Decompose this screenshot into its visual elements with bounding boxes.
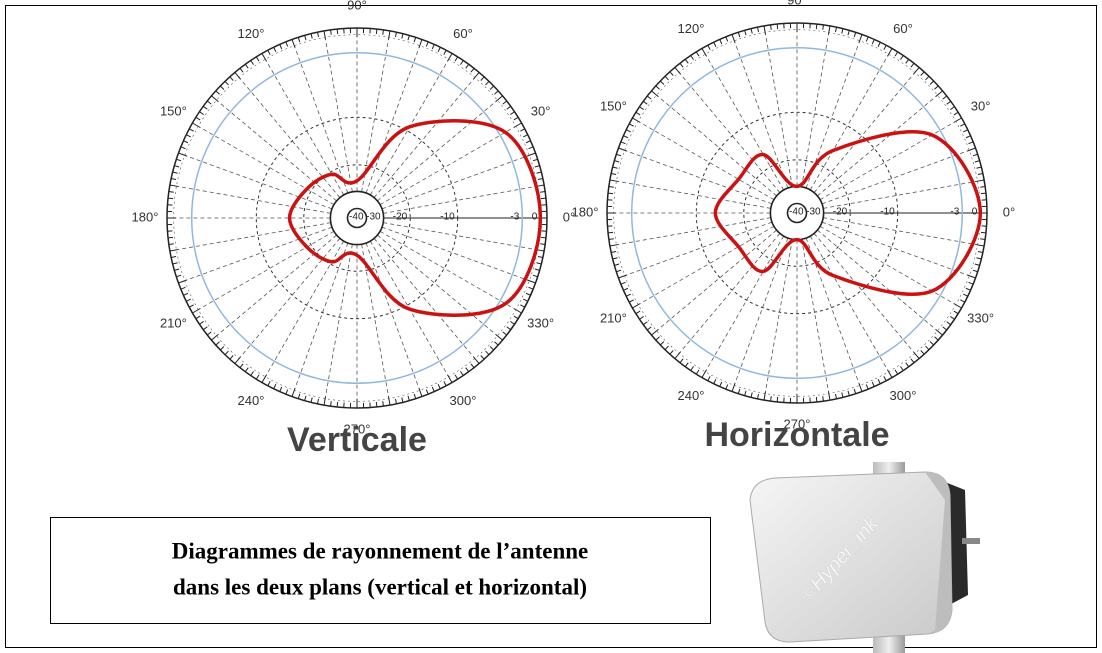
rim-tick — [168, 237, 173, 238]
angle-label: 120° — [238, 26, 265, 41]
angle-label: 330° — [967, 310, 994, 325]
angle-label: 60° — [893, 21, 913, 36]
angle-label: 120° — [678, 21, 705, 36]
angle-label: 210° — [160, 315, 187, 330]
rim-tick — [376, 402, 377, 407]
angle-label: 330° — [527, 315, 554, 330]
angle-label: 0° — [1003, 204, 1015, 219]
r-tick-label: -10 — [440, 212, 455, 223]
rim-tick — [771, 396, 772, 401]
r-tick-label: -20 — [833, 207, 848, 218]
rim-tick — [337, 402, 338, 407]
rim-tick — [331, 401, 332, 406]
rim-tick — [981, 232, 986, 233]
rim-tick — [816, 24, 817, 29]
caption-line: Diagrammes de rayonnement de l’antenne — [172, 538, 589, 563]
rim-tick — [169, 192, 174, 193]
rim-tick — [169, 244, 174, 245]
r-tick-label: -3 — [510, 212, 519, 223]
rim-tick — [608, 232, 613, 233]
rim-tick — [777, 24, 778, 29]
r-tick-label: -40 — [349, 212, 364, 223]
rim-tick — [609, 239, 614, 240]
angle-label: 30° — [971, 98, 991, 113]
angle-label: 90° — [787, 0, 807, 7]
rim-tick — [540, 244, 545, 245]
angle-label: 150° — [160, 103, 187, 118]
rim-tick — [981, 193, 986, 194]
r-tick-label: 0 — [972, 207, 978, 218]
rim-tick — [771, 25, 772, 30]
r-tick-label: -30 — [806, 207, 821, 218]
rim-tick — [777, 397, 778, 402]
rim-tick — [823, 396, 824, 401]
r-tick-label: -30 — [366, 212, 381, 223]
rim-tick — [980, 187, 985, 188]
angle-label: 240° — [238, 393, 265, 408]
angle-label: 300° — [450, 393, 477, 408]
rim-tick — [168, 198, 173, 199]
rim-tick — [337, 29, 338, 34]
rim-tick — [980, 239, 985, 240]
r-tick-label: -10 — [880, 207, 895, 218]
angle-label: 180° — [572, 204, 599, 219]
rim-tick — [541, 237, 546, 238]
angle-label: 90° — [347, 0, 367, 12]
angle-label: 210° — [600, 310, 627, 325]
caption-line: dans les deux plans (vertical et horizon… — [173, 574, 587, 599]
angle-label: 30° — [531, 103, 551, 118]
angle-label: 300° — [890, 388, 917, 403]
rim-tick — [541, 198, 546, 199]
antenna-photo — [750, 462, 980, 653]
rim-tick — [383, 401, 384, 406]
r-tick-label: -20 — [393, 212, 408, 223]
r-tick-label: 0 — [532, 212, 538, 223]
angle-label: 180° — [132, 209, 159, 224]
angle-label: 240° — [678, 388, 705, 403]
rim-tick — [816, 397, 817, 402]
rim-tick — [383, 30, 384, 35]
caption-box — [51, 518, 711, 624]
r-tick-label: -3 — [950, 207, 959, 218]
chart-title: Horizontale — [704, 416, 889, 454]
figure: 0°30°60°90°120°150°180°210°240°270°300°3… — [0, 0, 1102, 653]
angle-label: 150° — [600, 98, 627, 113]
rim-tick — [823, 25, 824, 30]
rim-tick — [540, 192, 545, 193]
rim-tick — [331, 30, 332, 35]
r-tick-label: -40 — [789, 207, 804, 218]
rim-tick — [609, 187, 614, 188]
rim-tick — [608, 193, 613, 194]
rim-tick — [376, 29, 377, 34]
chart-title: Verticale — [287, 421, 427, 459]
angle-label: 60° — [453, 26, 473, 41]
